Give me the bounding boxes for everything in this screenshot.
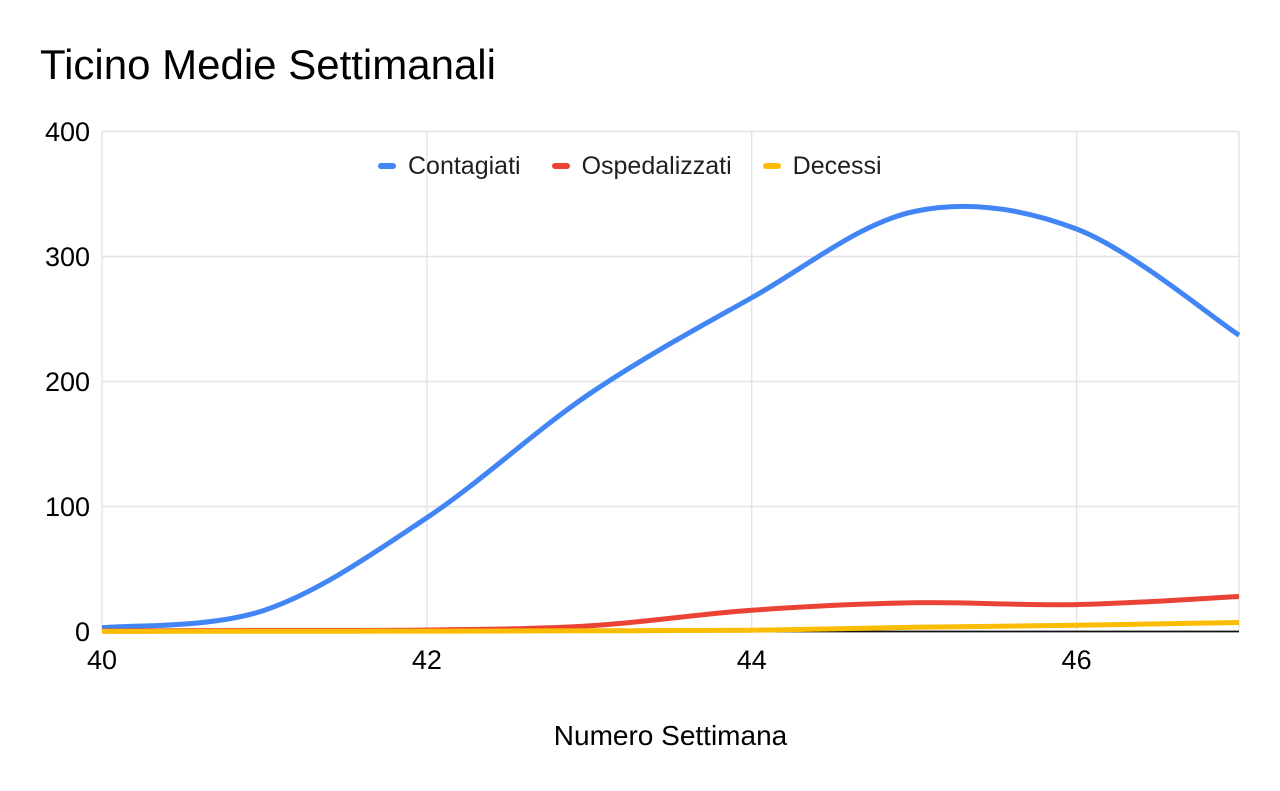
legend-swatch-ospedalizzati-icon: [551, 163, 570, 169]
y-tick-label-100: 100: [45, 492, 90, 522]
legend-item-decessi: Decessi: [762, 151, 882, 181]
legend-label-decessi: Decessi: [792, 151, 882, 180]
x-axis-title: Numero Settimana: [553, 720, 788, 751]
legend-swatch-decessi-icon: [762, 163, 781, 169]
x-tick-label-46: 46: [1062, 645, 1092, 675]
x-tick-label-40: 40: [87, 645, 117, 675]
series-lines: [101, 203, 1241, 634]
legend-item-ospedalizzati: Ospedalizzati: [551, 151, 732, 181]
y-tick-label-200: 200: [45, 367, 90, 397]
x-tick-label-44: 44: [737, 645, 767, 675]
y-tick-label-400: 400: [45, 117, 90, 147]
series-line-decessi: [101, 620, 1240, 634]
series-line-contagiati: [101, 203, 1241, 631]
axis-tick-labels: 0 100 200 300 400 40 42 44 46: [45, 117, 1092, 675]
legend-label-ospedalizzati: Ospedalizzati: [581, 151, 732, 180]
legend-item-contagiati: Contagiati: [378, 152, 521, 181]
legend-label-contagiati: Contagiati: [408, 151, 521, 180]
y-tick-label-300: 300: [45, 242, 90, 272]
chart-legend: Contagiati Ospedalizzati Decessi: [378, 150, 882, 182]
legend-swatch-contagiati-icon: [378, 163, 396, 169]
x-tick-label-42: 42: [412, 645, 442, 675]
chart-title: Ticino Medie Settimanali: [40, 41, 496, 88]
gridlines: [101, 130, 1240, 632]
y-tick-label-0: 0: [75, 617, 90, 647]
